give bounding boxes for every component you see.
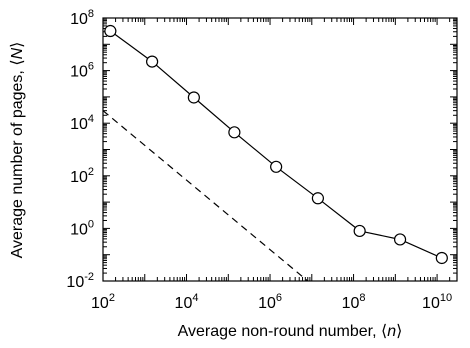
y-axis-label: Average number of pages, ⟨N⟩ (9, 42, 26, 259)
x-tick-label: 106 (258, 292, 282, 312)
x-tick-label: 104 (175, 292, 199, 312)
y-tick-label: 100 (70, 218, 94, 238)
data-point (435, 251, 448, 265)
tick-marks (102, 17, 458, 282)
data-point (353, 224, 366, 238)
data-point (311, 192, 324, 205)
dashed-line (102, 110, 309, 282)
data-point (393, 233, 407, 246)
data-point (187, 91, 200, 104)
y-tick-label: 102 (70, 166, 94, 186)
data-point (146, 55, 159, 68)
y-tick-label: 108 (70, 8, 94, 28)
x-tick-label: 108 (342, 292, 366, 312)
x-tick-label: 102 (91, 292, 115, 312)
data-point (228, 126, 241, 139)
data-point (104, 24, 117, 38)
x-axis-label: Average non-round number, ⟨n⟩ (178, 323, 403, 340)
y-tick-label: 106 (70, 61, 94, 81)
y-tick-label: 104 (70, 113, 94, 133)
data-point (270, 160, 283, 173)
y-tick-label: 10-2 (66, 271, 94, 291)
x-tick-label: 1010 (422, 292, 452, 312)
series-layer (102, 24, 448, 282)
y-tick-labels: 10-2 100 102 104 106 108 (66, 8, 94, 291)
x-tick-labels: 102 104 106 108 1010 (91, 292, 452, 312)
series-line (110, 30, 443, 259)
